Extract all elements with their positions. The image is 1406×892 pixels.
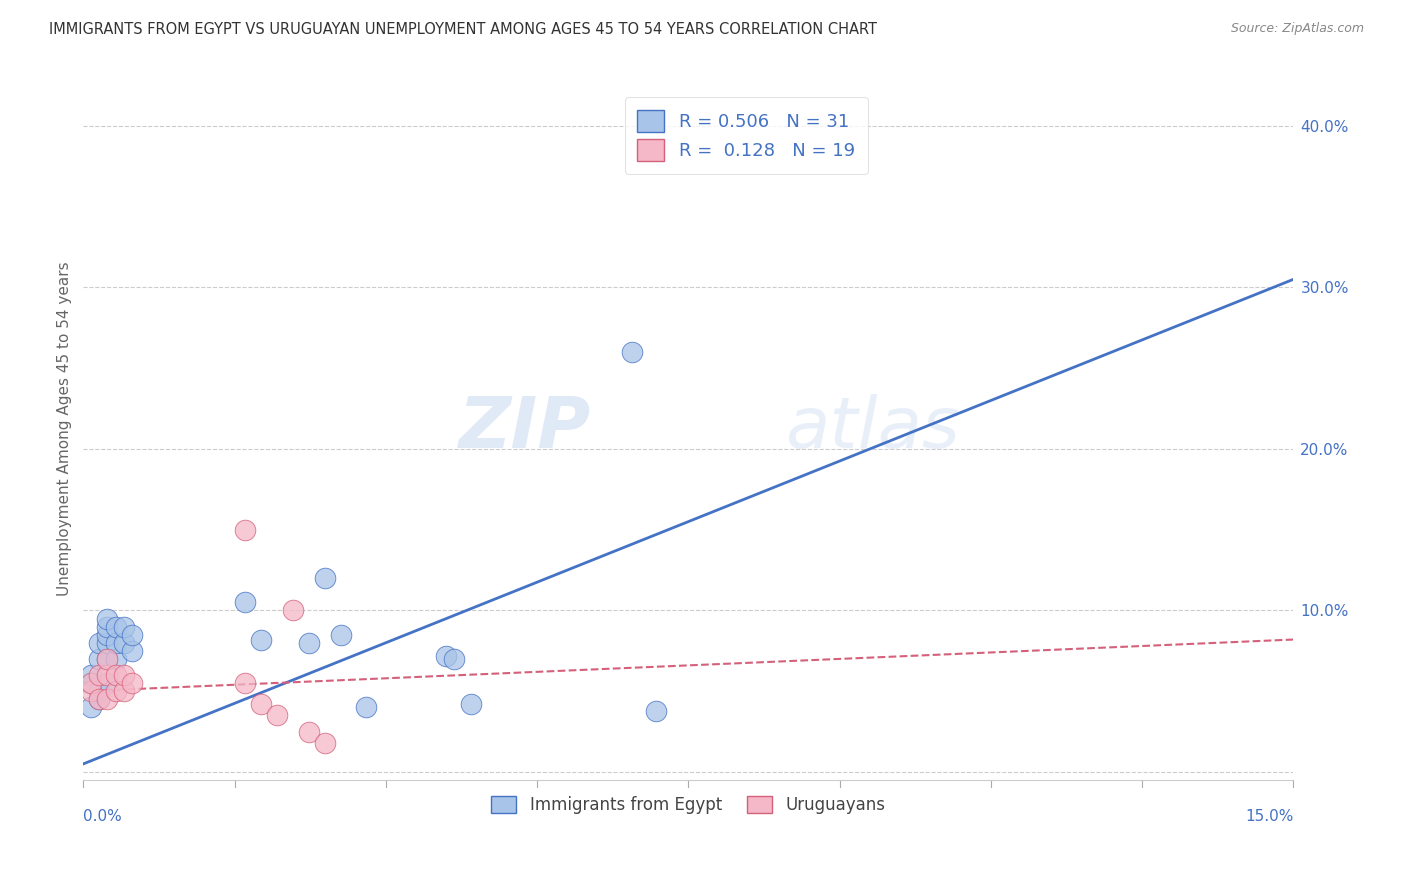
- Point: [89, 692, 111, 706]
- Point: [330, 628, 353, 642]
- Point: [80, 700, 103, 714]
- Point: [89, 668, 111, 682]
- Point: [249, 632, 271, 647]
- Point: [121, 676, 143, 690]
- Point: [112, 684, 135, 698]
- Point: [460, 697, 482, 711]
- Point: [104, 652, 127, 666]
- Legend: Immigrants from Egypt, Uruguayans: Immigrants from Egypt, Uruguayans: [485, 789, 891, 821]
- Point: [233, 523, 256, 537]
- Point: [233, 676, 256, 690]
- Point: [281, 603, 304, 617]
- Point: [314, 571, 336, 585]
- Point: [298, 724, 321, 739]
- Point: [434, 648, 457, 663]
- Point: [298, 636, 321, 650]
- Text: IMMIGRANTS FROM EGYPT VS URUGUAYAN UNEMPLOYMENT AMONG AGES 45 TO 54 YEARS CORREL: IMMIGRANTS FROM EGYPT VS URUGUAYAN UNEMP…: [49, 22, 877, 37]
- Point: [80, 684, 103, 698]
- Point: [104, 684, 127, 698]
- Text: ZIP: ZIP: [460, 394, 592, 463]
- Text: Source: ZipAtlas.com: Source: ZipAtlas.com: [1230, 22, 1364, 36]
- Point: [112, 668, 135, 682]
- Text: atlas: atlas: [785, 394, 960, 463]
- Point: [96, 628, 118, 642]
- Point: [354, 700, 377, 714]
- Y-axis label: Unemployment Among Ages 45 to 54 years: Unemployment Among Ages 45 to 54 years: [58, 261, 72, 596]
- Point: [96, 668, 118, 682]
- Point: [96, 652, 118, 666]
- Point: [89, 684, 111, 698]
- Point: [314, 736, 336, 750]
- Point: [96, 611, 118, 625]
- Point: [249, 697, 271, 711]
- Text: 0.0%: 0.0%: [83, 809, 122, 824]
- Point: [96, 676, 118, 690]
- Point: [104, 636, 127, 650]
- Point: [645, 704, 668, 718]
- Point: [620, 345, 643, 359]
- Point: [80, 676, 103, 690]
- Point: [80, 676, 103, 690]
- Point: [121, 644, 143, 658]
- Point: [96, 692, 118, 706]
- Point: [96, 652, 118, 666]
- Point: [112, 636, 135, 650]
- Point: [89, 652, 111, 666]
- Point: [89, 692, 111, 706]
- Point: [112, 619, 135, 633]
- Point: [121, 628, 143, 642]
- Point: [266, 708, 288, 723]
- Text: 15.0%: 15.0%: [1244, 809, 1294, 824]
- Point: [104, 668, 127, 682]
- Point: [104, 619, 127, 633]
- Point: [233, 595, 256, 609]
- Point: [96, 619, 118, 633]
- Point: [96, 636, 118, 650]
- Point: [89, 636, 111, 650]
- Point: [80, 668, 103, 682]
- Point: [443, 652, 465, 666]
